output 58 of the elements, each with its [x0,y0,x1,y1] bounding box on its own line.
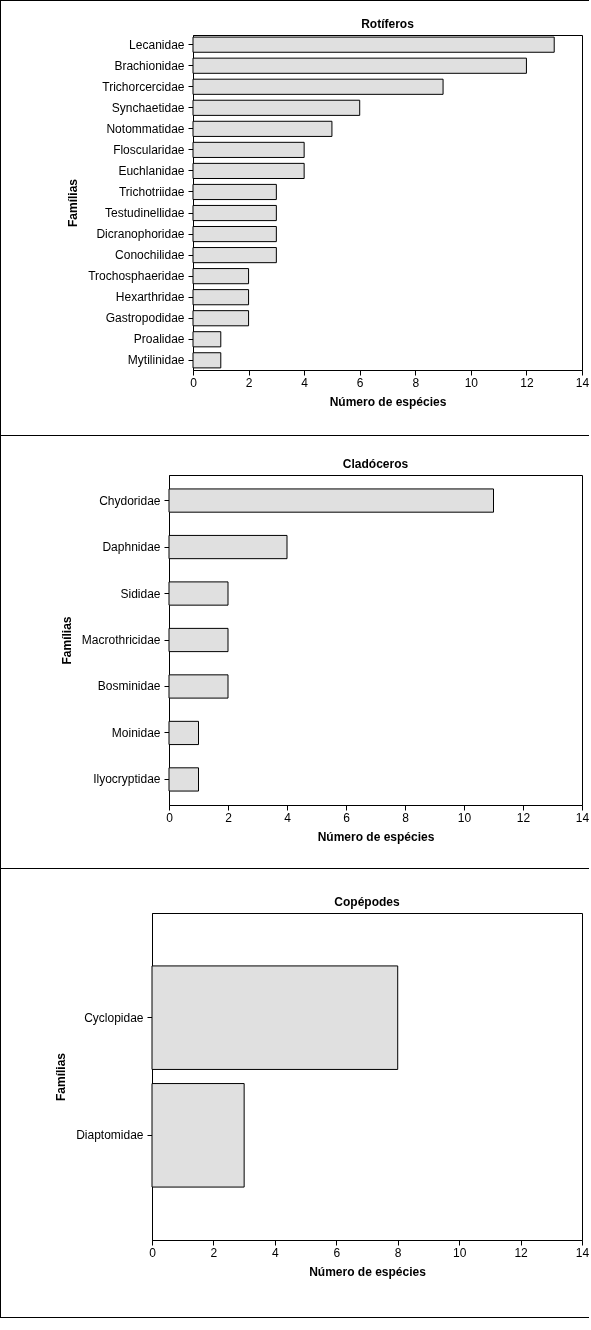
y-axis-title: Famílias [54,1052,69,1102]
y-tick-label: Hexarthridae [115,290,185,305]
x-tick-label: 14 [575,1245,590,1260]
y-tick-label: Synchaetidae [111,100,185,115]
y-tick-label: Euchlanidae [118,163,185,178]
y-tick-label: Ilyocryptidae [93,772,161,787]
x-tick-label: 10 [452,1245,467,1260]
x-tick-label: 8 [394,1245,402,1260]
y-tick-label: Trichorcercidae [102,79,185,94]
y-axis-title: Famílias [59,616,74,665]
y-tick-label: Bosminidae [97,679,161,694]
x-tick-label: 4 [272,1245,280,1260]
y-tick-label: Diaptomidae [76,1128,144,1143]
y-tick-label: Trichotriidae [118,184,185,199]
y-tick-label: Proalidae [133,332,185,347]
x-axis-title: Número de espécies [309,1264,427,1279]
x-tick-label: 2 [225,810,233,825]
x-tick-label: 6 [333,1245,341,1260]
x-tick-label: 2 [245,375,253,390]
y-tick-label: Moinidae [111,725,161,740]
x-tick-label: 14 [575,375,590,390]
y-axis-title: Famílias [66,178,81,228]
x-tick-label: 6 [356,375,364,390]
x-tick-label: 12 [516,810,531,825]
chart-title: Rotíferos [361,17,415,31]
chart-title: Cladóceros [342,457,409,471]
y-tick-label: Notommatidae [106,121,185,136]
y-tick-label: Sididae [120,586,161,601]
x-tick-label: 8 [412,375,420,390]
x-tick-label: 0 [149,1245,157,1260]
x-tick-label: 10 [464,375,479,390]
x-tick-label: 0 [166,810,174,825]
y-tick-label: Conochilidae [115,248,185,263]
y-tick-label: Mytilinidae [127,353,185,368]
y-tick-label: Lecanidae [129,37,185,52]
x-tick-label: 0 [190,375,198,390]
x-tick-label: 4 [301,375,309,390]
y-tick-label: Macrothricidae [81,633,161,647]
x-tick-label: 12 [520,375,534,390]
y-tick-label: Brachionidae [114,58,185,73]
x-axis-title: Número de espécies [317,829,435,844]
y-tick-label: Gastropodidae [105,311,185,326]
y-tick-label: Cyclopidae [84,1010,144,1025]
y-tick-label: Trochosphaeridae [88,269,185,284]
x-tick-label: 10 [457,810,472,825]
y-tick-label: Floscularidae [113,142,185,157]
x-tick-label: 6 [343,810,351,825]
y-tick-label: Testudinellidae [105,206,185,221]
x-tick-label: 2 [210,1245,218,1260]
y-tick-label: Chydoridae [99,493,161,508]
y-tick-label: Dicranophoridae [96,227,185,242]
chart-title: Copépodes [334,895,400,909]
x-tick-label: 12 [514,1245,529,1260]
x-tick-label: 4 [284,810,292,825]
x-tick-label: 14 [575,810,590,825]
y-tick-label: Daphnidae [102,540,161,555]
x-axis-title: Número de espécies [329,394,447,409]
x-tick-label: 8 [402,810,410,825]
